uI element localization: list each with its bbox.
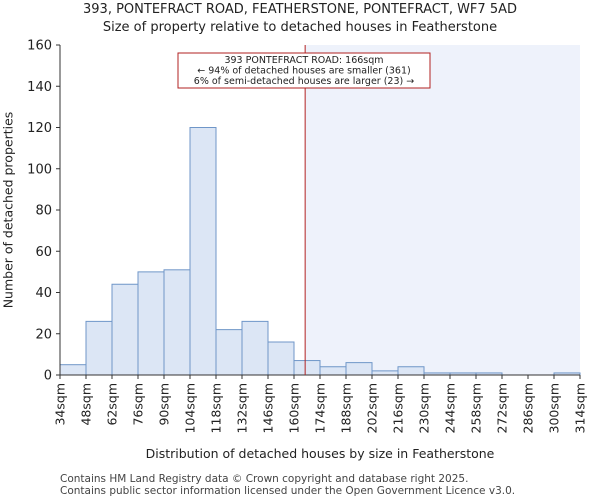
chart-title: 393, PONTEFRACT ROAD, FEATHERSTONE, PONT… [83, 2, 517, 17]
bar-160sqm [293, 360, 321, 376]
x-tick-label-160sqm: 160sqm [287, 383, 302, 433]
y-tick-label-20: 20 [35, 327, 52, 342]
x-tick-label-230sqm: 230sqm [417, 383, 432, 433]
x-tick-label-174sqm: 174sqm [313, 383, 328, 433]
bar-174sqm [319, 366, 347, 376]
x-tick-label-34sqm: 34sqm [53, 383, 68, 426]
x-tick-label-272sqm: 272sqm [495, 383, 510, 433]
bar-76sqm [137, 271, 165, 376]
y-tick-label-140: 140 [27, 80, 52, 95]
bar-118sqm [215, 329, 243, 376]
x-tick-label-300sqm: 300sqm [547, 383, 562, 433]
x-tick-label-258sqm: 258sqm [469, 383, 484, 433]
x-tick-label-314sqm: 314sqm [573, 383, 588, 433]
annotation-box [177, 52, 431, 89]
bar-132sqm [241, 320, 269, 376]
y-tick-label-100: 100 [27, 162, 52, 177]
x-tick-label-146sqm: 146sqm [261, 383, 276, 433]
bar-104sqm [189, 127, 217, 376]
y-tick-label-80: 80 [35, 204, 52, 219]
footer-licence: Contains public sector information licen… [60, 485, 516, 497]
bar-188sqm [345, 362, 373, 376]
bar-62sqm [111, 283, 139, 376]
chart-subtitle: Size of property relative to detached ho… [102, 20, 498, 35]
x-tick-label-118sqm: 118sqm [209, 383, 224, 433]
footer-copyright: Contains HM Land Registry data © Crown c… [60, 473, 469, 485]
annotation-line-2: ← 94% of detached houses are smaller (36… [197, 66, 410, 77]
bar-146sqm [267, 341, 295, 376]
y-tick-label-120: 120 [27, 121, 52, 136]
x-tick-label-76sqm: 76sqm [131, 383, 146, 426]
bar-48sqm [85, 320, 113, 376]
x-axis-label: Distribution of detached houses by size … [145, 446, 495, 461]
annotation-line-1: 393 PONTEFRACT ROAD: 166sqm [224, 55, 383, 66]
x-tick-label-216sqm: 216sqm [391, 383, 406, 433]
x-tick-label-90sqm: 90sqm [157, 383, 172, 426]
y-tick-label-0: 0 [44, 369, 52, 384]
y-tick-label-40: 40 [35, 286, 52, 301]
x-tick-label-104sqm: 104sqm [183, 383, 198, 433]
bar-90sqm [163, 269, 191, 376]
x-tick-label-244sqm: 244sqm [443, 383, 458, 433]
x-tick-label-286sqm: 286sqm [521, 383, 536, 433]
y-tick-label-160: 160 [27, 39, 52, 54]
bar-202sqm [371, 370, 399, 376]
annotation-line-3: 6% of semi-detached houses are larger (2… [194, 76, 414, 87]
highlight-region [305, 45, 580, 375]
x-tick-label-132sqm: 132sqm [235, 383, 250, 433]
x-tick-label-202sqm: 202sqm [365, 383, 380, 433]
y-tick-label-60: 60 [35, 245, 52, 260]
bar-34sqm [59, 364, 87, 376]
bar-216sqm [397, 366, 425, 376]
x-tick-label-48sqm: 48sqm [79, 383, 94, 426]
x-tick-label-188sqm: 188sqm [339, 383, 354, 433]
y-axis-label: Number of detached properties [0, 111, 16, 309]
x-tick-label-62sqm: 62sqm [105, 383, 120, 426]
